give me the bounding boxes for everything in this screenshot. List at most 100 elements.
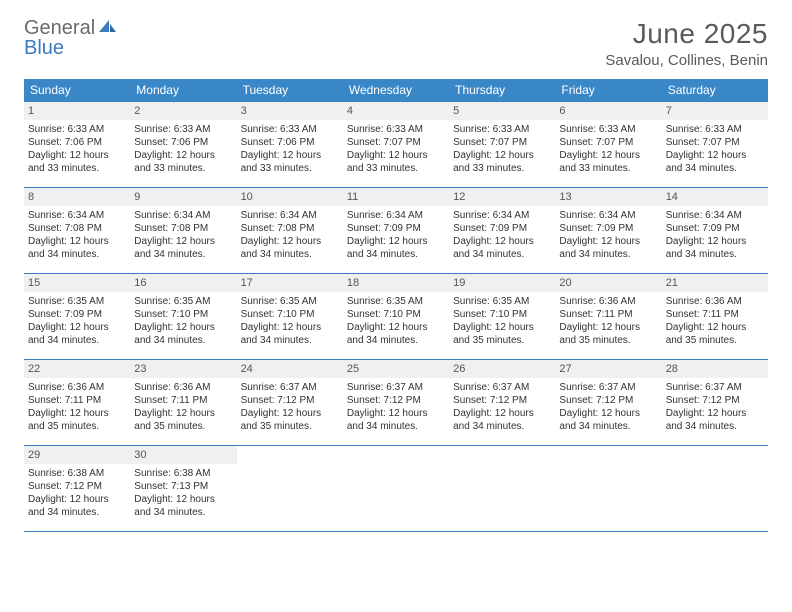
day-cell: 20 Sunrise: 6:36 AMSunset: 7:11 PMDayligh… [555,274,661,360]
sunrise-text: Sunrise: 6:33 AM [559,123,657,136]
daylight-text: Daylight: 12 hours and 34 minutes. [241,321,339,347]
day-number: 19 [449,274,555,292]
day-cell: 21 Sunrise: 6:36 AMSunset: 7:11 PMDayligh… [662,274,768,360]
daylight-text: Daylight: 12 hours and 34 minutes. [28,321,126,347]
day-cell: 12Sunrise: 6:34 AMSunset: 7:09 PMDayligh… [449,188,555,274]
sunset-text: Sunset: 7:11 PM [559,308,657,321]
day-cell: 29Sunrise: 6:38 AMSunset: 7:12 PMDayligh… [24,446,130,532]
day-number: 6 [555,102,661,120]
day-number: 10 [237,188,343,206]
day-cell: 8 Sunrise: 6:34 AMSunset: 7:08 PMDaylight… [24,188,130,274]
sunrise-text: Sunrise: 6:37 AM [241,381,339,394]
day-of-week-row: Sunday Monday Tuesday Wednesday Thursday… [24,79,768,102]
daylight-text: Daylight: 12 hours and 34 minutes. [666,149,764,175]
daylight-text: Daylight: 12 hours and 34 minutes. [134,321,232,347]
sunrise-text: Sunrise: 6:35 AM [241,295,339,308]
day-number: 22 [24,360,130,378]
daylight-text: Daylight: 12 hours and 34 minutes. [28,235,126,261]
sunrise-text: Sunrise: 6:33 AM [453,123,551,136]
daylight-text: Daylight: 12 hours and 34 minutes. [134,493,232,519]
sunset-text: Sunset: 7:12 PM [28,480,126,493]
day-number: 7 [662,102,768,120]
sunrise-text: Sunrise: 6:35 AM [134,295,232,308]
day-number: 3 [237,102,343,120]
day-number: 2 [130,102,236,120]
day-cell: 22Sunrise: 6:36 AMSunset: 7:11 PMDayligh… [24,360,130,446]
calendar-body: 1 Sunrise: 6:33 AM Sunset: 7:06 PM Daylight… [24,102,768,532]
daylight-text: Daylight: 12 hours and 34 minutes. [347,235,445,261]
day-number: 17 [237,274,343,292]
empty-cell [662,446,768,532]
day-number: 4 [343,102,449,120]
daylight-text: Daylight: 12 hours and 33 minutes. [559,149,657,175]
day-number: 18 [343,274,449,292]
empty-cell [449,446,555,532]
week-row: 22Sunrise: 6:36 AMSunset: 7:11 PMDayligh… [24,360,768,446]
day-number: 9 [130,188,236,206]
sunrise-text: Sunrise: 6:37 AM [559,381,657,394]
day-number: 26 [449,360,555,378]
day-cell: 4Sunrise: 6:33 AMSunset: 7:07 PMDaylight… [343,102,449,188]
day-number: 30 [130,446,236,464]
week-row: 8Sunrise: 6:34 AMSunset: 7:08 PMDaylight… [24,188,768,274]
page-title: June 2025 [605,18,768,50]
daylight-text: Daylight: 12 hours and 34 minutes. [28,493,126,519]
day-number: 23 [130,360,236,378]
logo-text: General Blue [24,18,117,58]
day-number: 25 [343,360,449,378]
day-cell: 19Sunrise: 6:35 AMSunset: 7:10 PMDayligh… [449,274,555,360]
day-number: 20 [555,274,661,292]
sunset-text: Sunset: 7:10 PM [347,308,445,321]
sunset-text: Sunset: 7:10 PM [241,308,339,321]
sunrise-text: Sunrise: 6:37 AM [347,381,445,394]
day-number: 21 [662,274,768,292]
sunrise-text: Sunrise: 6:36 AM [28,381,126,394]
calendar-table: Sunday Monday Tuesday Wednesday Thursday… [24,79,768,532]
sunset-text: Sunset: 7:12 PM [666,394,764,407]
day-cell: 11Sunrise: 6:34 AMSunset: 7:09 PMDayligh… [343,188,449,274]
daylight-text: Daylight: 12 hours and 35 minutes. [666,321,764,347]
sunset-text: Sunset: 7:12 PM [559,394,657,407]
sunset-text: Sunset: 7:08 PM [28,222,126,235]
sunrise-text: Sunrise: 6:38 AM [134,467,232,480]
day-cell: 14Sunrise: 6:34 AMSunset: 7:09 PMDayligh… [662,188,768,274]
sunrise-text: Sunrise: 6:34 AM [241,209,339,222]
sunset-text: Sunset: 7:09 PM [347,222,445,235]
daylight-text: Daylight: 12 hours and 34 minutes. [453,407,551,433]
week-row: 29Sunrise: 6:38 AMSunset: 7:12 PMDayligh… [24,446,768,532]
sunset-text: Sunset: 7:11 PM [666,308,764,321]
sunrise-text: Sunrise: 6:35 AM [347,295,445,308]
day-cell: 27Sunrise: 6:37 AMSunset: 7:12 PMDayligh… [555,360,661,446]
sunrise-text: Sunrise: 6:34 AM [347,209,445,222]
day-cell: 2Sunrise: 6:33 AMSunset: 7:06 PMDaylight… [130,102,236,188]
day-cell: 23Sunrise: 6:36 AMSunset: 7:11 PMDayligh… [130,360,236,446]
day-cell: 3Sunrise: 6:33 AMSunset: 7:06 PMDaylight… [237,102,343,188]
sunset-text: Sunset: 7:11 PM [134,394,232,407]
sunrise-text: Sunrise: 6:33 AM [241,123,339,136]
sunrise-text: Sunrise: 6:35 AM [28,295,126,308]
week-row: 15Sunrise: 6:35 AMSunset: 7:09 PMDayligh… [24,274,768,360]
day-number: 8 [24,188,130,206]
empty-cell [555,446,661,532]
day-cell: 17 Sunrise: 6:35 AMSunset: 7:10 PMDayligh… [237,274,343,360]
sunset-text: Sunset: 7:07 PM [347,136,445,149]
daylight-text: Daylight: 12 hours and 35 minutes. [134,407,232,433]
daylight-text: Daylight: 12 hours and 33 minutes. [453,149,551,175]
sunset-text: Sunset: 7:06 PM [134,136,232,149]
sunrise-text: Sunrise: 6:36 AM [559,295,657,308]
sunset-text: Sunset: 7:06 PM [28,136,126,149]
day-number: 5 [449,102,555,120]
daylight-text: Daylight: 12 hours and 34 minutes. [666,235,764,261]
sunrise-text: Sunrise: 6:34 AM [28,209,126,222]
day-number: 12 [449,188,555,206]
daylight-text: Daylight: 12 hours and 35 minutes. [559,321,657,347]
sunrise-text: Sunrise: 6:36 AM [666,295,764,308]
title-block: June 2025 Savalou, Collines, Benin [605,18,768,69]
sunrise-text: Sunrise: 6:37 AM [453,381,551,394]
sunset-text: Sunset: 7:13 PM [134,480,232,493]
sunset-text: Sunset: 7:11 PM [28,394,126,407]
day-number: 29 [24,446,130,464]
day-cell: 10Sunrise: 6:34 AMSunset: 7:08 PMDayligh… [237,188,343,274]
day-number: 1 [24,102,130,120]
sunrise-text: Sunrise: 6:33 AM [666,123,764,136]
